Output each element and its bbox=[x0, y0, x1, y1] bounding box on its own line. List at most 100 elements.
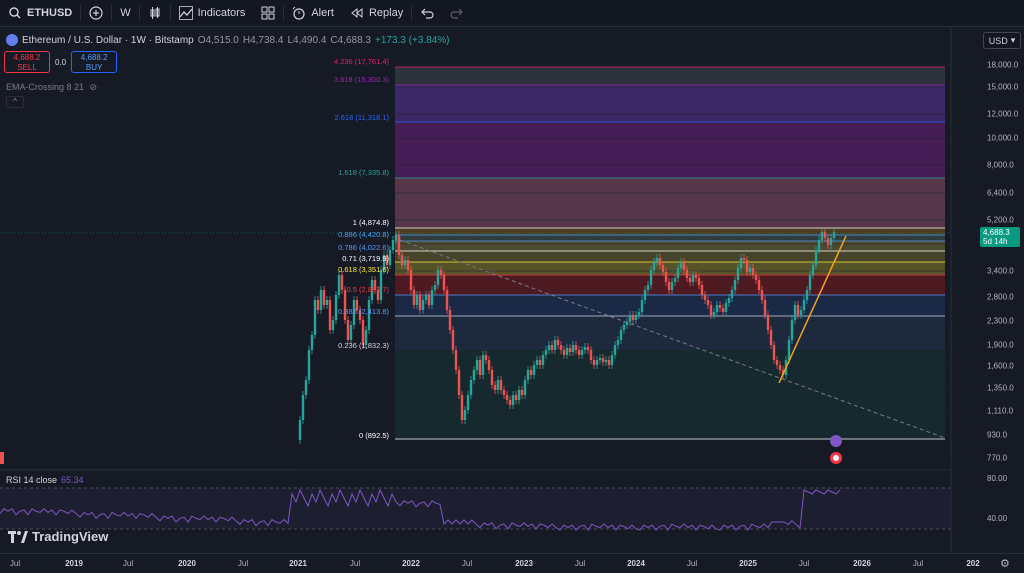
candle-body bbox=[679, 262, 683, 268]
collapse-legend-button[interactable]: ^ bbox=[6, 96, 24, 108]
candle-body bbox=[538, 360, 542, 365]
chart-type-button[interactable] bbox=[140, 0, 170, 27]
time-axis-label: Jul bbox=[574, 559, 586, 568]
candle-body bbox=[478, 360, 482, 375]
candle-body bbox=[481, 355, 485, 375]
price-axis-label: 12,000.0 bbox=[987, 109, 1019, 119]
legend-change: +173.3 (+3.84%) bbox=[375, 34, 450, 46]
rsi-line bbox=[0, 488, 841, 531]
alert-button[interactable]: Alert bbox=[284, 0, 342, 27]
price-axis-label: 1,110.0 bbox=[987, 406, 1014, 416]
candle-body bbox=[664, 272, 668, 282]
candle-body bbox=[457, 370, 461, 395]
candle-body bbox=[832, 232, 836, 238]
alarm-clock-icon bbox=[292, 6, 305, 20]
replay-button[interactable]: Replay bbox=[342, 0, 411, 27]
price-chart[interactable] bbox=[0, 0, 1024, 553]
candle-body bbox=[514, 395, 518, 400]
candle-body bbox=[442, 275, 446, 290]
interval-label: W bbox=[120, 7, 131, 19]
candle-body bbox=[559, 345, 563, 350]
candle-body bbox=[556, 340, 560, 345]
eye-off-icon[interactable]: ⊘ bbox=[89, 82, 98, 92]
candle-body bbox=[523, 380, 527, 395]
candle-body bbox=[694, 275, 698, 278]
candle-body bbox=[649, 270, 653, 285]
candle-body bbox=[433, 285, 437, 290]
compare-button[interactable] bbox=[81, 0, 111, 27]
sell-button[interactable]: 4,688.2 SELL bbox=[4, 51, 50, 73]
symbol-search[interactable]: ETHUSD bbox=[0, 0, 80, 27]
fib-zone bbox=[395, 262, 945, 275]
candle-body bbox=[508, 400, 512, 405]
candle-body bbox=[808, 275, 812, 290]
settings-icon[interactable]: ⚙ bbox=[1000, 558, 1010, 570]
fibonacci-zones bbox=[395, 66, 945, 440]
indicator-legend[interactable]: EMA-Crossing 8 21 ⊘ bbox=[6, 82, 97, 93]
indicator-name: EMA-Crossing 8 21 bbox=[6, 82, 85, 92]
candle-body bbox=[397, 235, 401, 255]
candle-body bbox=[463, 410, 467, 420]
tradingview-watermark[interactable]: TradingView bbox=[8, 529, 108, 544]
buy-button[interactable]: 4,688.2 BUY bbox=[71, 51, 118, 73]
candle-body bbox=[577, 350, 581, 355]
templates-button[interactable] bbox=[253, 0, 283, 27]
redo-icon bbox=[450, 8, 464, 19]
indicators-button[interactable]: Indicators bbox=[171, 0, 254, 27]
candle-body bbox=[739, 258, 743, 268]
chart-legend: Ethereum / U.S. Dollar · 1W · Bitstamp O… bbox=[6, 34, 450, 46]
candle-body bbox=[715, 305, 719, 312]
candle-body bbox=[574, 345, 578, 350]
replay-label: Replay bbox=[368, 7, 404, 19]
price-axis-label: 770.0 bbox=[987, 453, 1008, 463]
time-axis-label: 2020 bbox=[178, 559, 196, 568]
rsi-legend[interactable]: RSI 14 close 65.34 bbox=[6, 475, 84, 485]
fib-zone bbox=[395, 85, 945, 122]
candle-body bbox=[799, 310, 803, 315]
candle-body bbox=[472, 370, 476, 380]
time-axis-label: 2023 bbox=[515, 559, 533, 568]
redo-button[interactable] bbox=[442, 0, 472, 27]
price-axis-label: 930.0 bbox=[987, 430, 1008, 440]
candle-body bbox=[676, 268, 680, 278]
buy-label: BUY bbox=[85, 63, 103, 72]
candle-body bbox=[325, 300, 329, 305]
candle-body bbox=[415, 295, 419, 305]
interval-button[interactable]: W bbox=[112, 0, 138, 27]
rsi-axis-top: 80.00 bbox=[987, 474, 1008, 483]
candle-body bbox=[526, 370, 530, 380]
candle-body bbox=[430, 290, 434, 305]
time-axis[interactable]: ⚙ Jul 2019 Jul 2020 Jul 2021 Jul 2022 Jul 2023 Jul… bbox=[0, 553, 1024, 573]
price-axis-label: 15,000.0 bbox=[987, 82, 1019, 92]
candle-body bbox=[304, 380, 308, 395]
time-axis-label: 2026 bbox=[853, 559, 871, 568]
replay-icon bbox=[351, 7, 363, 19]
candle-body bbox=[646, 285, 650, 290]
price-axis-label: 2,800.0 bbox=[987, 292, 1014, 302]
candle-body bbox=[595, 360, 599, 365]
candle-body bbox=[361, 320, 365, 345]
price-axis[interactable]: 18,000.0 15,000.0 12,000.0 10,000.0 8,000.0 6… bbox=[951, 55, 1024, 470]
candle-body bbox=[394, 235, 398, 240]
candle-body bbox=[736, 268, 740, 280]
candle-body bbox=[682, 262, 686, 270]
time-axis-label: Jul bbox=[237, 559, 249, 568]
search-icon bbox=[9, 7, 21, 19]
candle-body bbox=[775, 360, 779, 365]
time-axis-label: 202 bbox=[966, 559, 980, 568]
rsi-name: RSI 14 close bbox=[6, 475, 58, 485]
sell-label: SELL bbox=[17, 63, 37, 72]
candle-body bbox=[316, 300, 320, 310]
undo-button[interactable] bbox=[412, 0, 442, 27]
candle-body bbox=[460, 395, 464, 420]
chevron-down-icon: ▾ bbox=[1010, 35, 1016, 45]
candle-body bbox=[352, 300, 356, 325]
fib-zone bbox=[395, 228, 945, 235]
candle-body bbox=[637, 312, 641, 315]
currency-selector[interactable]: USD ▾ bbox=[983, 32, 1021, 49]
candle-body bbox=[634, 315, 638, 320]
fib-level-label: 1 (4,874.8) bbox=[352, 218, 389, 227]
time-axis-label: Jul bbox=[122, 559, 134, 568]
time-axis-label: 2022 bbox=[402, 559, 420, 568]
candle-body bbox=[0, 452, 4, 464]
